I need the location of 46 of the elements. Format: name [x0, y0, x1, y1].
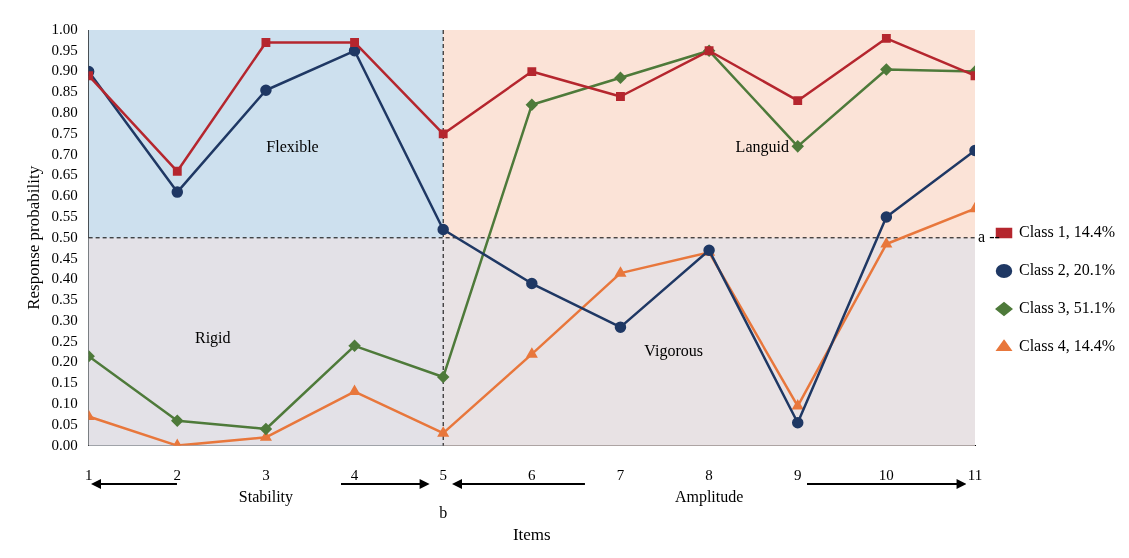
x-tick-label: 11 [967, 466, 983, 483]
y-tick-label: 0.40 [51, 270, 78, 287]
y-tick-label: 0.60 [51, 187, 78, 204]
y-tick-label: 0.70 [51, 145, 78, 162]
y-tick-label: 0.90 [51, 62, 78, 79]
y-tick-label: 0.75 [51, 124, 78, 141]
x-tick-label: 3 [262, 466, 270, 483]
x-tick-label: 5 [439, 466, 447, 483]
y-tick-label: 0.05 [51, 415, 78, 432]
y-tick-label: 0.85 [51, 83, 78, 100]
x-tick-label: 2 [173, 466, 182, 483]
x-tick-label: 1 [84, 466, 93, 483]
y-tick-label: 0.10 [51, 394, 78, 411]
y-tick-label: 0.50 [51, 228, 78, 245]
x-axis-title: Items [512, 525, 551, 545]
x-tick-label: 4 [350, 466, 359, 483]
y-tick-label: 0.45 [51, 249, 78, 266]
y-tick-label: 0.30 [51, 311, 78, 328]
y-tick-label: 0.65 [51, 166, 78, 183]
x-tick-label: 7 [616, 466, 625, 483]
x-tick-label: 8 [705, 466, 713, 483]
x-tick-label: 10 [878, 466, 894, 483]
legend-label: Class 3, 51.1% [1019, 299, 1115, 317]
annotation: Rigid [194, 329, 231, 348]
legend-label: Class 4, 14.4% [1019, 337, 1115, 355]
legend-label: Class 2, 20.1% [1019, 261, 1115, 279]
text: b [439, 503, 448, 522]
y-tick-label: 0.00 [51, 436, 78, 453]
legend-label: Class 1, 14.4% [1019, 223, 1115, 241]
y-tick-label: 0.15 [51, 374, 78, 391]
annotation: Vigorous [644, 341, 703, 360]
y-tick-label: 0.25 [51, 332, 78, 349]
annotation: Languid [735, 138, 789, 157]
text: a -- [978, 227, 1000, 246]
annotation: Flexible [266, 138, 319, 157]
y-tick-label: 0.35 [51, 291, 78, 308]
y-tick-label: 0.95 [51, 41, 78, 58]
y-tick-label: 0.80 [51, 104, 78, 121]
y-tick-label: 1.00 [51, 20, 78, 37]
y-tick-label: 0.20 [51, 353, 78, 370]
x-tick-label: 6 [528, 466, 537, 483]
x-tick-label: 9 [793, 466, 802, 483]
text: Amplitude [674, 487, 744, 506]
y-axis-title: Response probability [23, 165, 43, 310]
y-tick-label: 0.55 [51, 207, 78, 224]
text: Stability [238, 487, 294, 506]
